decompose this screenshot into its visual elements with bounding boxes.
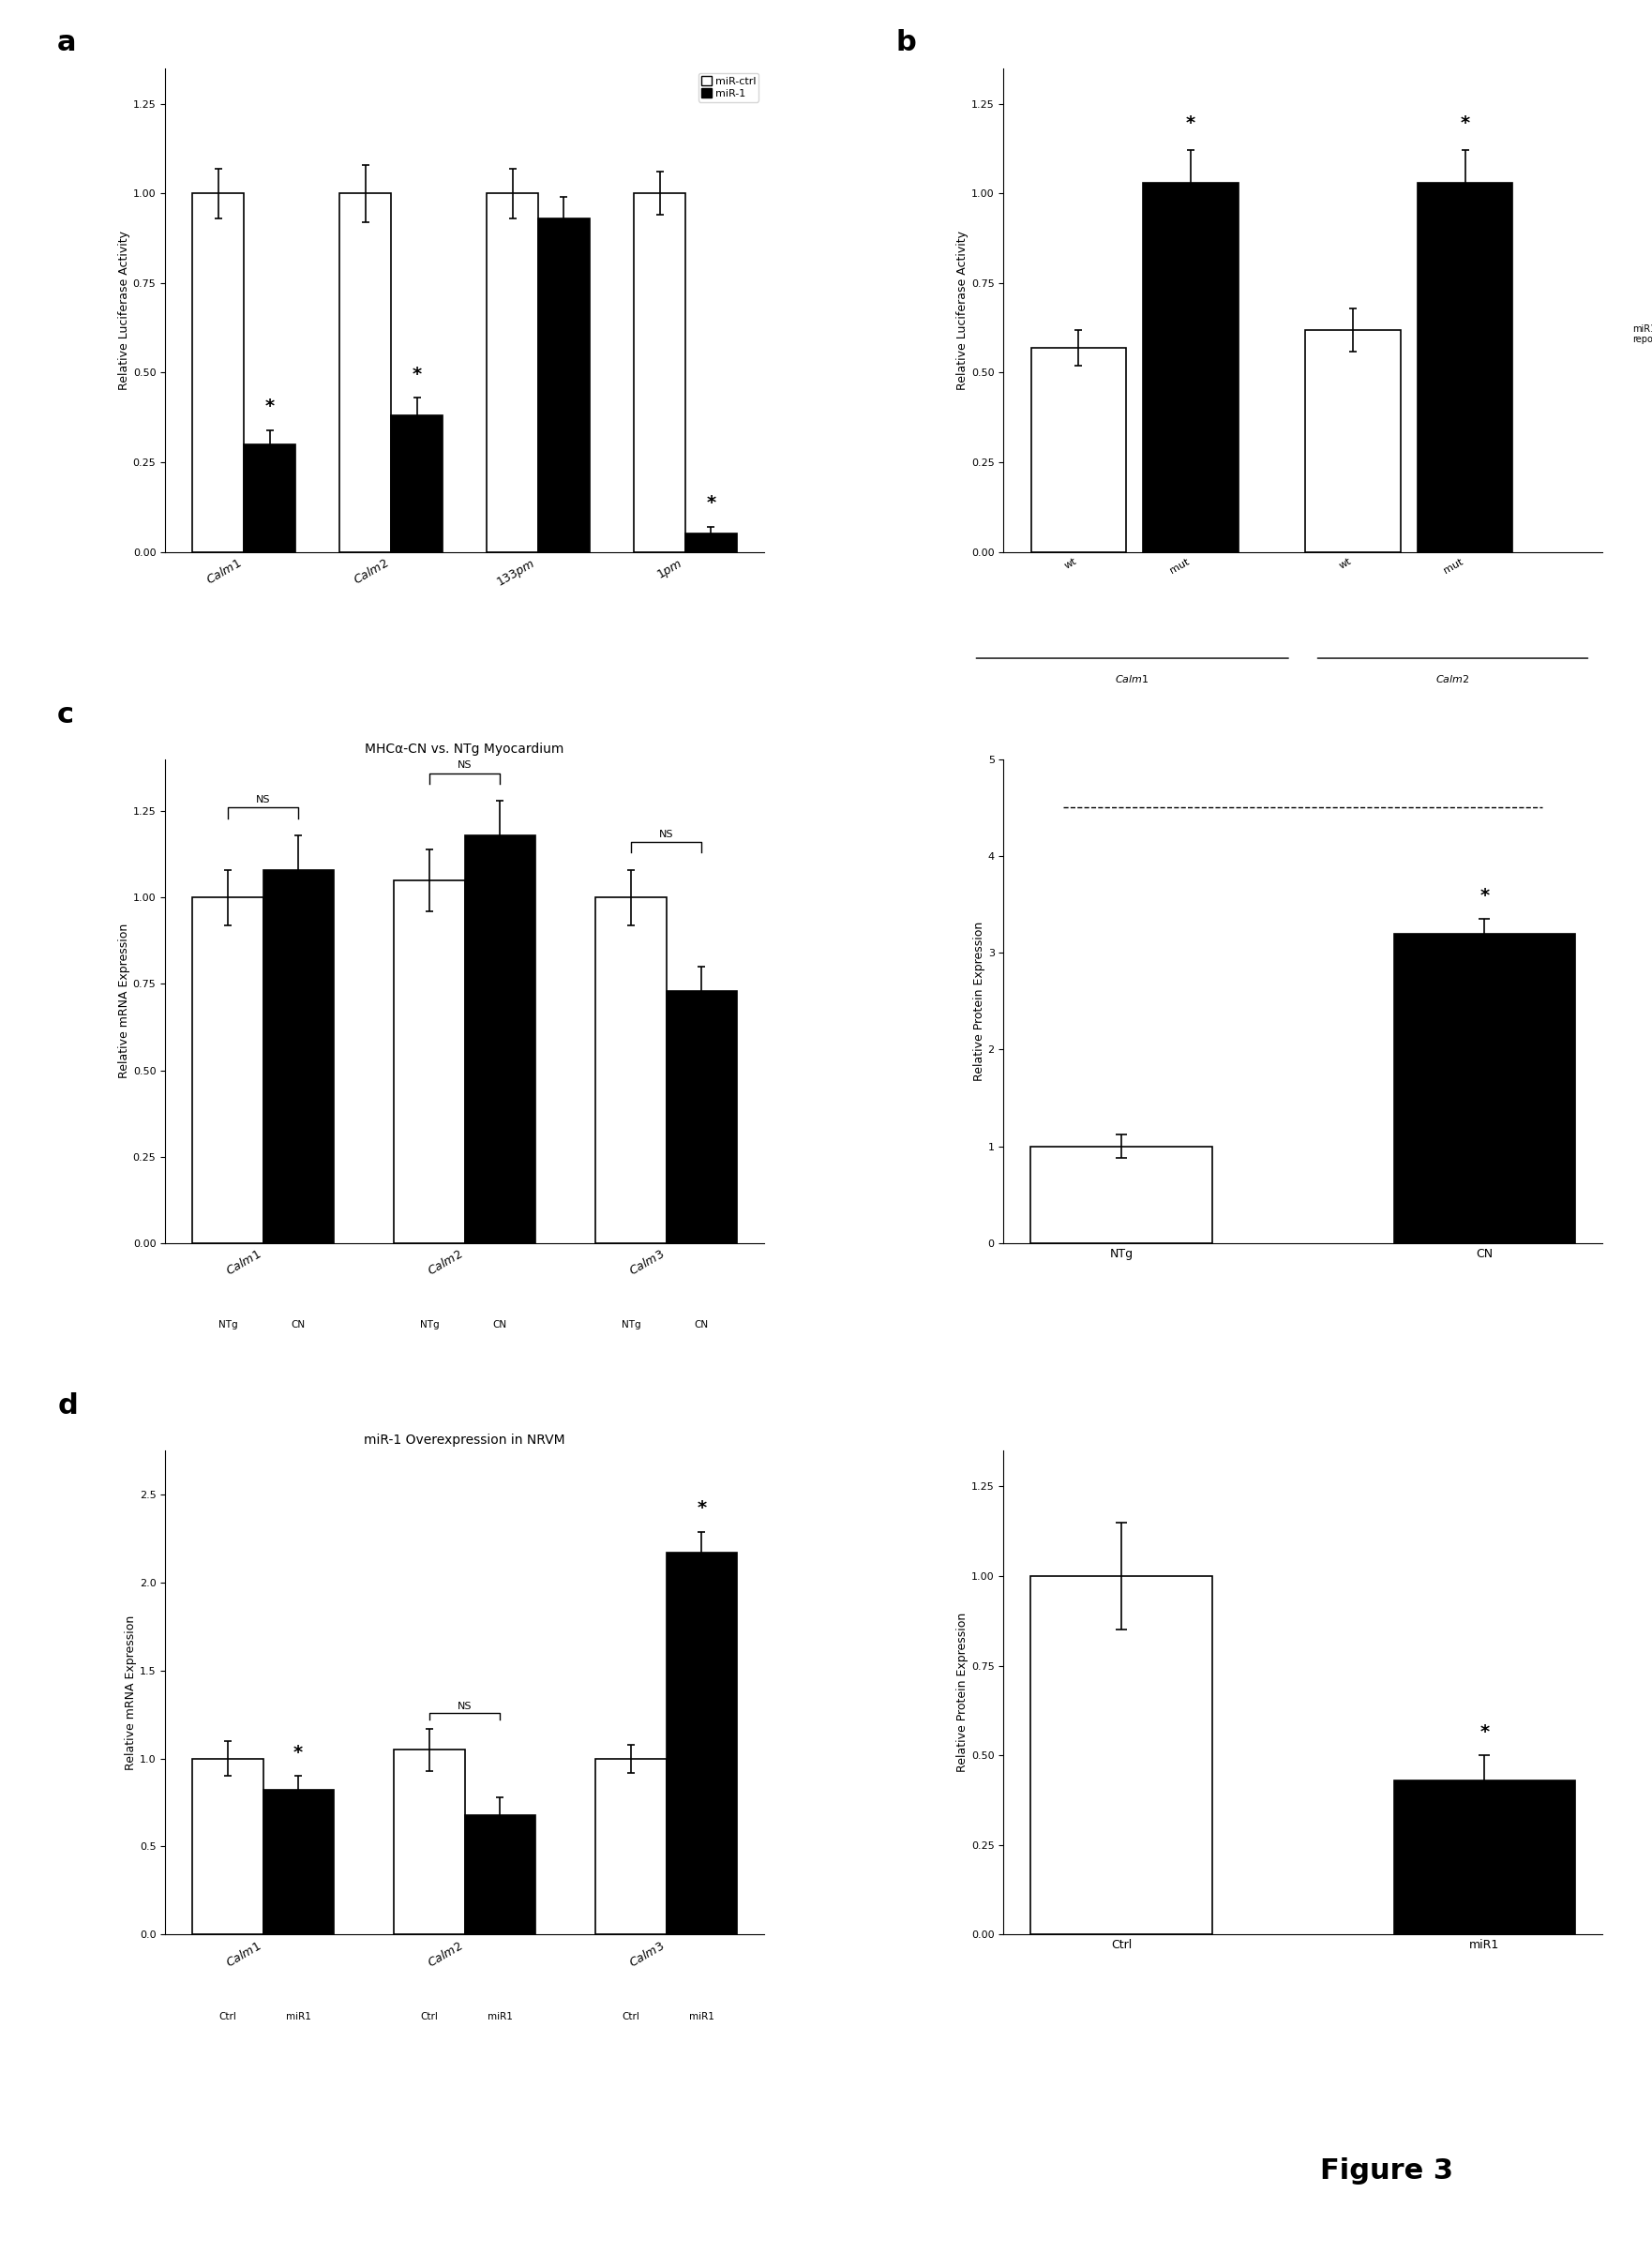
Text: NS: NS bbox=[256, 794, 271, 805]
Bar bbox=[1394, 1780, 1576, 1935]
Text: b: b bbox=[895, 29, 917, 57]
Title: miR-1 Overexpression in NRVM: miR-1 Overexpression in NRVM bbox=[363, 1433, 565, 1447]
Bar bbox=[392, 415, 443, 551]
Title: MHCα-CN vs. NTg Myocardium: MHCα-CN vs. NTg Myocardium bbox=[365, 742, 565, 755]
Y-axis label: Relative Luciferase Activity: Relative Luciferase Activity bbox=[957, 231, 968, 390]
Text: a: a bbox=[58, 29, 76, 57]
Bar bbox=[1394, 934, 1576, 1243]
Y-axis label: Relative Luciferase Activity: Relative Luciferase Activity bbox=[117, 231, 131, 390]
Text: $\it{Calm2}$: $\it{Calm2}$ bbox=[1436, 674, 1470, 685]
Text: *: * bbox=[264, 397, 274, 415]
Bar bbox=[192, 1758, 263, 1935]
Bar bbox=[596, 898, 666, 1243]
Bar bbox=[686, 533, 737, 551]
Bar bbox=[1305, 329, 1401, 551]
Bar bbox=[487, 193, 539, 551]
Y-axis label: Relative mRNA Expression: Relative mRNA Expression bbox=[124, 1615, 137, 1769]
Bar bbox=[263, 1789, 334, 1935]
Y-axis label: Relative Protein Expression: Relative Protein Expression bbox=[973, 921, 985, 1082]
Bar bbox=[1031, 347, 1127, 551]
Bar bbox=[1417, 184, 1513, 551]
Bar bbox=[1143, 184, 1237, 551]
Y-axis label: Relative Protein Expression: Relative Protein Expression bbox=[957, 1613, 968, 1771]
Bar bbox=[395, 880, 464, 1243]
Text: Ctrl: Ctrl bbox=[623, 2012, 639, 2021]
Text: Ctrl: Ctrl bbox=[421, 2012, 438, 2021]
Text: CN: CN bbox=[492, 1320, 507, 1329]
Bar bbox=[395, 1749, 464, 1935]
Text: *: * bbox=[697, 1499, 707, 1517]
Bar bbox=[1031, 1576, 1213, 1935]
Bar bbox=[192, 193, 244, 551]
Text: c: c bbox=[58, 701, 74, 728]
Bar bbox=[263, 871, 334, 1243]
Text: NS: NS bbox=[659, 830, 674, 839]
Bar bbox=[539, 218, 590, 551]
Bar bbox=[634, 193, 686, 551]
Y-axis label: Relative mRNA Expression: Relative mRNA Expression bbox=[117, 923, 131, 1080]
Text: *: * bbox=[411, 365, 421, 383]
Bar bbox=[340, 193, 392, 551]
Text: miR1: miR1 bbox=[689, 2012, 714, 2021]
Bar bbox=[244, 445, 296, 551]
Text: Figure 3: Figure 3 bbox=[1320, 2157, 1454, 2184]
Bar bbox=[464, 1814, 535, 1935]
Bar bbox=[666, 991, 737, 1243]
Bar bbox=[596, 1758, 666, 1935]
Text: NTg: NTg bbox=[420, 1320, 439, 1329]
Text: miR1: miR1 bbox=[286, 2012, 311, 2021]
Bar bbox=[192, 898, 263, 1243]
Text: miR1
reporter: miR1 reporter bbox=[1632, 324, 1652, 345]
Text: CN: CN bbox=[291, 1320, 306, 1329]
Text: NTg: NTg bbox=[621, 1320, 641, 1329]
Text: *: * bbox=[1186, 116, 1196, 132]
Text: NTg: NTg bbox=[218, 1320, 238, 1329]
Text: $\it{Calm1}$: $\it{Calm1}$ bbox=[1115, 674, 1150, 685]
Text: *: * bbox=[294, 1744, 302, 1762]
Text: CN: CN bbox=[694, 1320, 709, 1329]
Text: miR1: miR1 bbox=[487, 2012, 512, 2021]
Bar bbox=[464, 835, 535, 1243]
Text: NS: NS bbox=[458, 760, 472, 769]
Legend: miR-ctrl, miR-1: miR-ctrl, miR-1 bbox=[699, 73, 758, 102]
Text: d: d bbox=[58, 1393, 78, 1420]
Text: *: * bbox=[707, 494, 715, 513]
Bar bbox=[666, 1554, 737, 1935]
Text: *: * bbox=[1480, 887, 1488, 905]
Text: *: * bbox=[1480, 1724, 1488, 1742]
Text: *: * bbox=[1460, 116, 1470, 132]
Bar bbox=[1031, 1145, 1213, 1243]
Text: NS: NS bbox=[458, 1701, 472, 1710]
Text: Ctrl: Ctrl bbox=[218, 2012, 236, 2021]
